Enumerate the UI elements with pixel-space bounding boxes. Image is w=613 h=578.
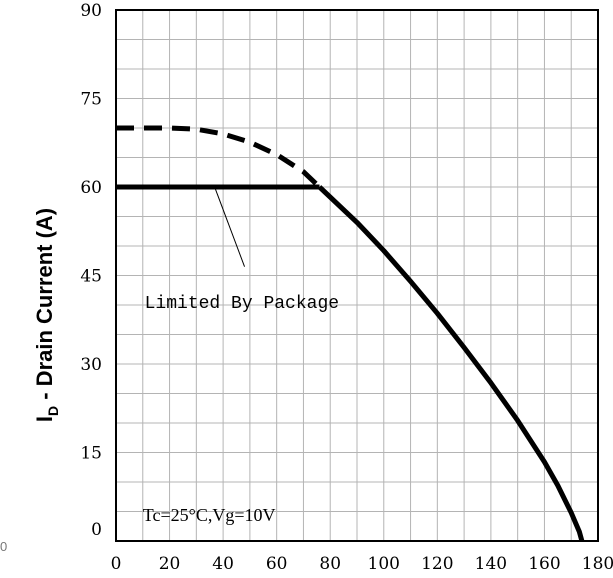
y-axis-label-subscript: D (45, 406, 61, 416)
x-tick-label: 0 (111, 554, 122, 574)
series-line-solid-2 (317, 185, 585, 542)
series-layer (116, 125, 585, 542)
x-tick-label: 100 (368, 554, 400, 574)
x-tick-label: 140 (475, 554, 507, 574)
x-tick-labels: 0 20 40 60 80 100 120 140 160 180 (111, 554, 613, 574)
annotation-limited-by-package: Limited By Package (145, 294, 339, 314)
annotation-layer: Limited By Package Tc=25°C,Vg=10V (143, 188, 339, 525)
grid-lines (116, 10, 598, 541)
y-tick-labels: 0 15 30 45 60 75 90 (80, 1, 102, 540)
stray-edge-label: 0 (0, 539, 7, 554)
annotation-test-conditions: Tc=25°C,Vg=10V (143, 505, 276, 525)
x-tick-label: 40 (212, 554, 234, 574)
x-tick-label: 20 (159, 554, 181, 574)
y-tick-label: 75 (80, 90, 102, 110)
y-tick-label: 30 (80, 355, 102, 375)
y-axis-label: ID - Drain Current (A) (32, 208, 61, 422)
y-axis-label-main: I (32, 416, 57, 422)
y-tick-label: 45 (80, 267, 102, 287)
x-tick-label: 160 (528, 554, 560, 574)
plot-frame (115, 9, 599, 542)
y-tick-label: 0 (91, 520, 102, 540)
x-tick-label: 120 (421, 554, 453, 574)
x-tick-label: 60 (266, 554, 288, 574)
x-tick-label: 180 (582, 554, 613, 574)
y-tick-label: 60 (80, 178, 102, 198)
x-tick-label: 80 (319, 554, 341, 574)
annotation-pointer-line (214, 188, 246, 267)
y-axis-label-rest: - Drain Current (A) (32, 208, 57, 406)
y-tick-label: 90 (80, 1, 102, 21)
y-tick-label: 15 (80, 444, 102, 464)
series-line-dashed (116, 125, 322, 189)
